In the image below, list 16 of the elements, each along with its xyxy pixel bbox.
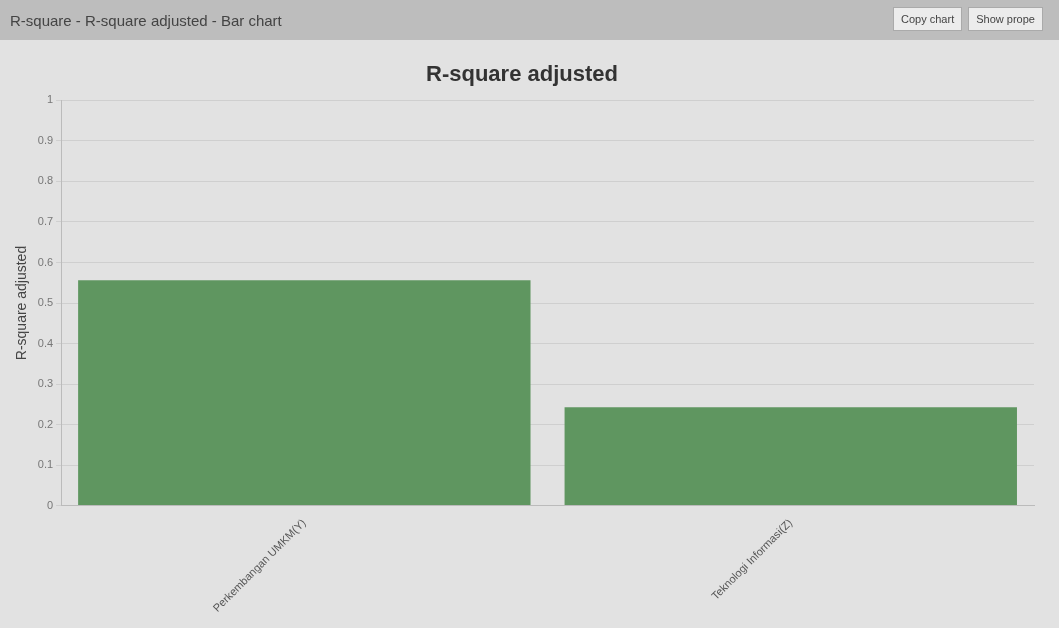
y-tick-label: 0.1 (37, 458, 54, 471)
y-tick-label: 0 (46, 498, 54, 511)
y-axis-title: R-square adjusted (13, 245, 30, 361)
y-tick-label: 0.2 (37, 417, 54, 430)
y-tick-label: 0.9 (37, 133, 54, 146)
chart-title: R-square adjusted (426, 61, 618, 87)
y-tick-label: 0.8 (37, 174, 54, 187)
y-tick-label: 0.5 (37, 296, 54, 309)
y-tick-label: 0.4 (37, 336, 54, 349)
y-tick-label: 0.3 (37, 377, 54, 390)
text: Show prope (968, 7, 1043, 31)
y-tick-label: 0.6 (37, 255, 54, 268)
text: Copy chart (893, 7, 963, 31)
y-tick-label: 1 (46, 93, 54, 106)
text: R-square - R-square adjusted - Bar chart (10, 11, 282, 29)
y-tick-label: 0.7 (37, 215, 54, 227)
